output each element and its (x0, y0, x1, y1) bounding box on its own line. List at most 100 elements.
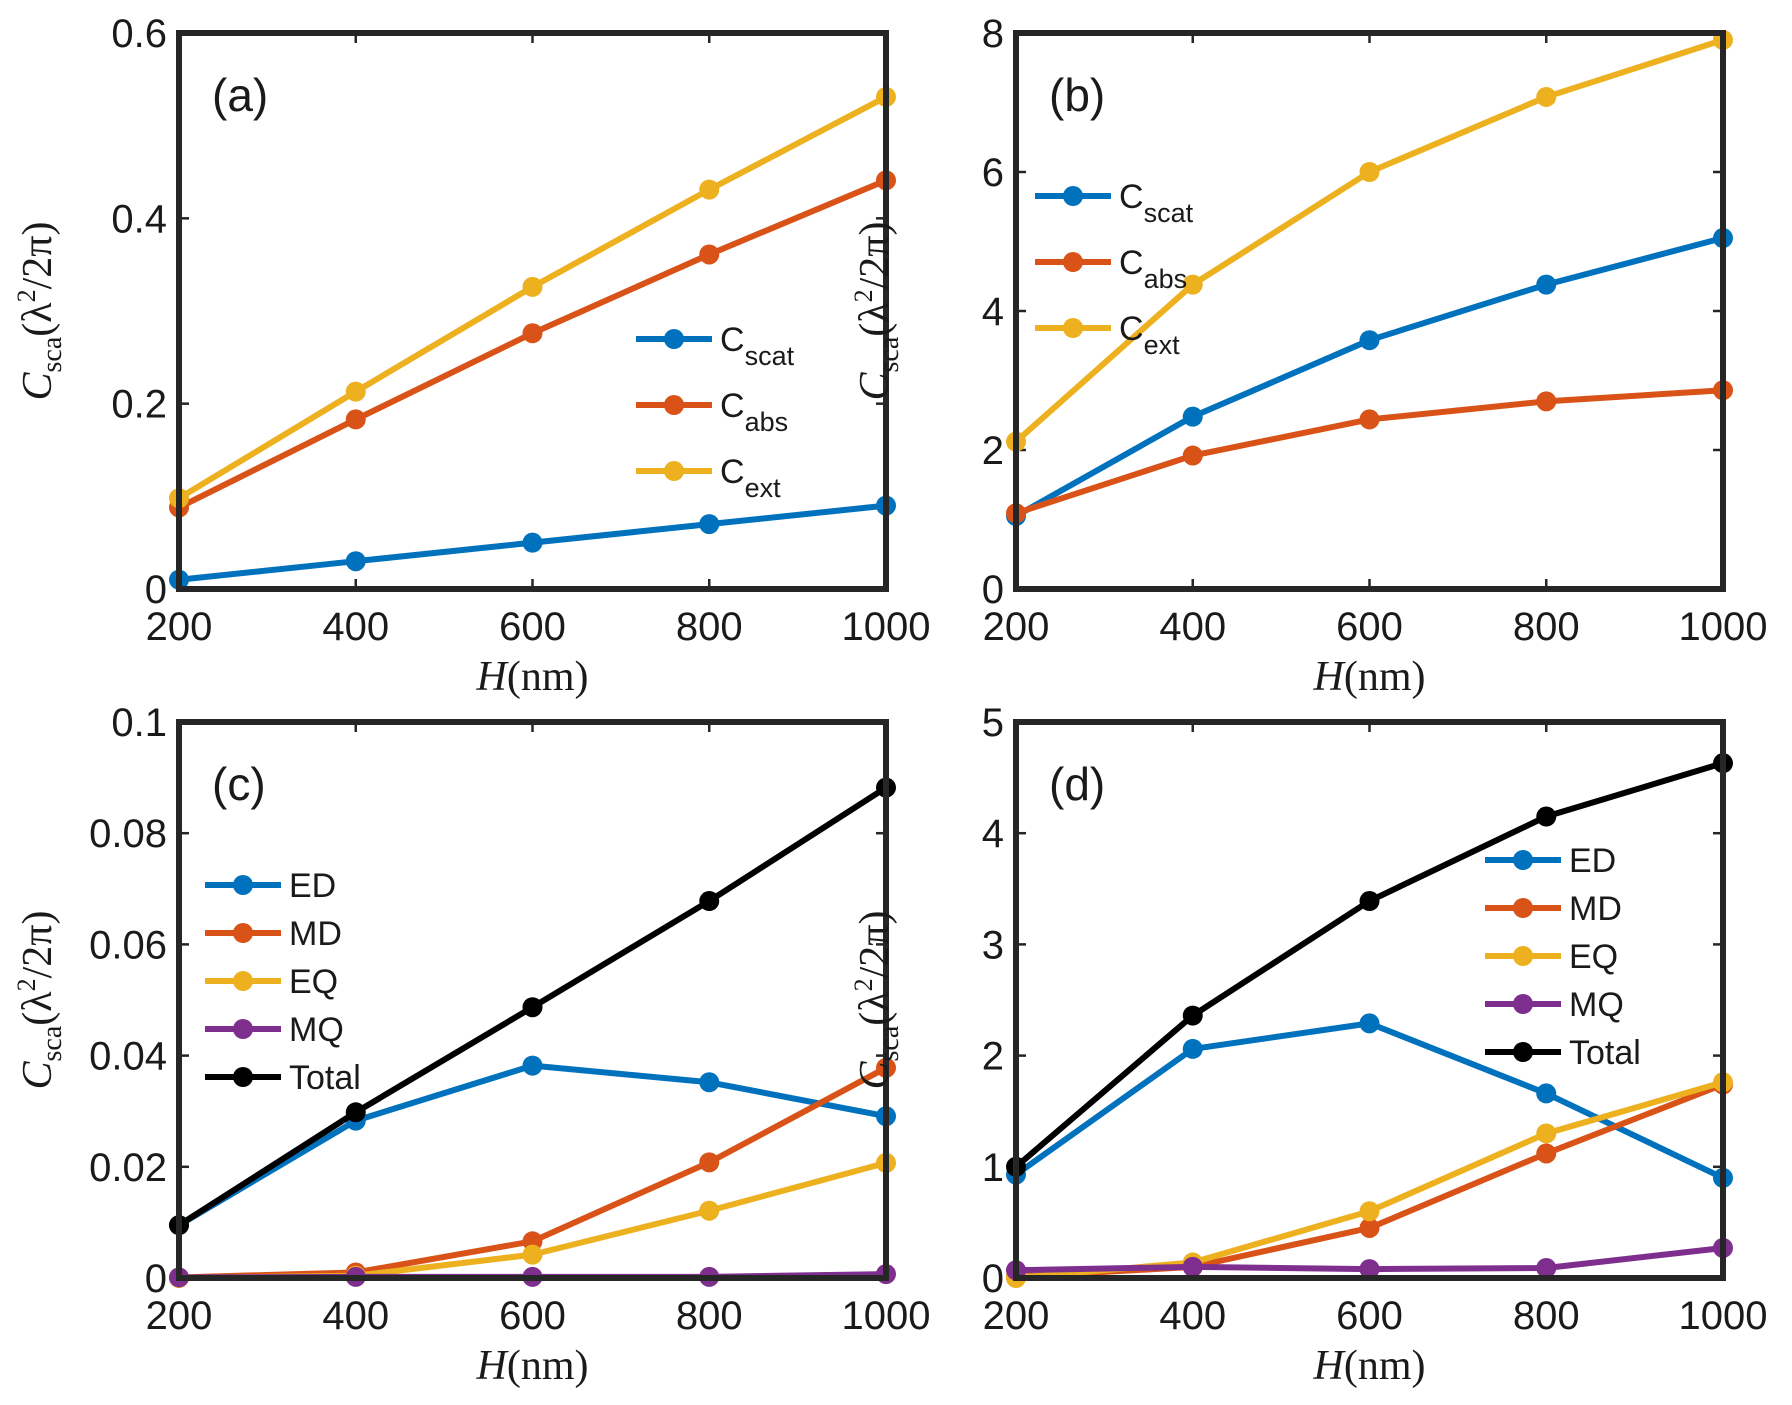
panel-a-series-cext-point (345, 381, 366, 402)
panel-b-ytick-label: 6 (982, 151, 1004, 195)
legend-label-cext: Cext (720, 453, 781, 503)
legend-label-total: Total (289, 1059, 361, 1097)
panel-c-legend: ED MD EQ MQ Total (205, 867, 361, 1097)
legend-label-md: MD (289, 915, 342, 953)
panel-b-ytick-label: 2 (982, 429, 1004, 473)
legend-marker-eq (1513, 946, 1533, 966)
panel-a-xtick-label: 400 (322, 605, 389, 649)
panel-d-series-md-point (1536, 1143, 1557, 1164)
panel-a-ylabel: Csca(λ2/2π) (12, 221, 68, 400)
legend-label-ed: ED (289, 867, 336, 905)
panel-b-legend: Cscat Cabs Cext (1035, 178, 1194, 360)
panel-d-xtick-label: 400 (1159, 1294, 1226, 1338)
panel-b-xtick-label: 400 (1159, 605, 1226, 649)
panel-a-ytick-label: 0.4 (111, 197, 167, 241)
panel-d-series-eq-point (1359, 1201, 1380, 1222)
panel-a-xtick-label: 800 (676, 605, 743, 649)
panel-a-xtick-label: 600 (499, 605, 566, 649)
legend-label-cabs: Cabs (720, 387, 788, 437)
panel-b-ylabel: Csca(λ2/2π) (849, 221, 905, 400)
panel-a: 200 400 600 800 1000 0 0.2 0.4 0.6 (a) Cscat Cabs Ce… (12, 12, 930, 700)
panel-d-series-eq-point (1536, 1123, 1557, 1144)
panel-a-series-cabs-point (699, 244, 720, 265)
legend-marker-cabs (664, 395, 684, 415)
panel-d-series-ed-point (1182, 1038, 1203, 1059)
panel-c-ytick-label: 0.1 (111, 701, 167, 745)
legend-marker-eq (233, 971, 253, 991)
panel-a-series-cabs-point (522, 323, 543, 344)
panel-a-xlabel: H(nm) (476, 654, 589, 700)
panel-c-series-total-point (345, 1102, 366, 1123)
panel-d-xtick-label: 800 (1513, 1294, 1580, 1338)
legend-marker-md (1513, 898, 1533, 918)
panel-d-series-total-point (1536, 806, 1557, 827)
panel-a-series-cabs-point (345, 409, 366, 430)
legend-label-cabs: Cabs (1119, 244, 1187, 294)
panel-a-ytick-label: 0.2 (111, 383, 167, 427)
panel-c-ytick-label: 0.02 (89, 1146, 167, 1190)
legend-label-mq: MQ (289, 1011, 344, 1049)
panel-b-series-cabs-point (1182, 445, 1203, 466)
legend-label-eq: EQ (1569, 938, 1618, 976)
panel-c-series-ed-point (699, 1072, 720, 1093)
panel-b-xtick-label: 800 (1513, 605, 1580, 649)
legend-label-md: MD (1569, 890, 1622, 928)
panel-d-series-ed-point (1359, 1013, 1380, 1034)
panel-c-ytick-label: 0.04 (89, 1035, 167, 1079)
panel-d-xlabel: H(nm) (1313, 1343, 1426, 1389)
panel-b-series-cext-point (1536, 86, 1557, 107)
panel-d-series-mq-point (1182, 1256, 1203, 1277)
panel-c-series-md-point (699, 1152, 720, 1173)
panel-d-xtick-label: 200 (983, 1294, 1050, 1338)
panel-d-ytick-label: 1 (982, 1146, 1004, 1190)
legend-label-eq: EQ (289, 963, 338, 1001)
panel-b-xtick-label: 1000 (1679, 605, 1768, 649)
panel-a-xtick-label: 1000 (842, 605, 931, 649)
panel-b-axes-frame (1013, 30, 1726, 592)
panel-d-ytick-label: 5 (982, 701, 1004, 745)
legend-marker-ed (1513, 850, 1533, 870)
panel-c-ytick-label: 0.08 (89, 812, 167, 856)
panel-a-label: (a) (212, 69, 268, 121)
panel-c-xtick-label: 200 (146, 1294, 213, 1338)
legend-marker-md (233, 923, 253, 943)
panel-a-series-cscat-point (345, 551, 366, 572)
panel-d-series-mq-point (1359, 1259, 1380, 1280)
legend-marker-mq (233, 1019, 253, 1039)
panel-d-ytick-label: 3 (982, 923, 1004, 967)
panel-c-ylabel: Csca(λ2/2π) (12, 910, 68, 1089)
panel-d-series-mq-point (1536, 1257, 1557, 1278)
panel-d-xtick-label: 600 (1336, 1294, 1403, 1338)
panel-a-series-cscat-point (522, 532, 543, 553)
panel-c-xlabel: H(nm) (476, 1343, 589, 1389)
panel-b-series-cscat-point (1359, 330, 1380, 351)
panel-c-series-eq-point (522, 1244, 543, 1265)
panel-c-series-total-point (522, 997, 543, 1018)
panel-a-series-cscat-point (699, 514, 720, 535)
panel-b-series-cext-point (1182, 274, 1203, 295)
legend-marker-cabs (1063, 252, 1083, 272)
panel-d-xtick-label: 1000 (1679, 1294, 1768, 1338)
legend-marker-cscat (1063, 186, 1083, 206)
panel-a-series-cext-point (522, 276, 543, 297)
panel-b-ytick-label: 0 (982, 568, 1004, 612)
legend-marker-ed (233, 875, 253, 895)
panel-d-label: (d) (1049, 758, 1105, 810)
panel-d-series-ed-point (1536, 1083, 1557, 1104)
panel-a-plot-area (179, 33, 886, 589)
panel-d-ytick-label: 2 (982, 1035, 1004, 1079)
panel-b-series-cscat-point (1182, 406, 1203, 427)
panel-a-xtick-label: 200 (146, 605, 213, 649)
panel-d-legend: ED MD EQ MQ Total (1485, 842, 1641, 1072)
panel-a-ytick-label: 0 (145, 568, 167, 612)
panel-a-legend: Cscat Cabs Cext (636, 321, 795, 503)
panel-d-axes-frame (1013, 719, 1726, 1281)
legend-label-cext: Cext (1119, 310, 1180, 360)
panel-d-ytick-label: 0 (982, 1257, 1004, 1301)
panel-a-series-cext-point (699, 179, 720, 200)
panel-c-xtick-label: 800 (676, 1294, 743, 1338)
panel-c-axes-frame (176, 719, 889, 1281)
panel-c: 200 400 600 800 1000 0 0.02 0.04 0.06 0.08 0.1 (c) E… (12, 701, 930, 1389)
legend-marker-mq (1513, 994, 1533, 1014)
panel-b-xtick-label: 200 (983, 605, 1050, 649)
